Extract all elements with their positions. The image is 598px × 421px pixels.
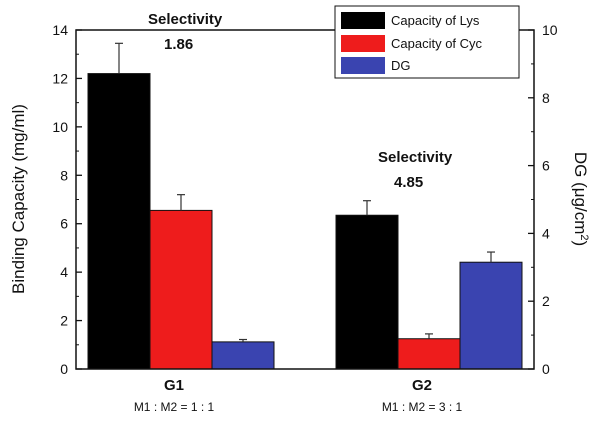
y-tick-label: 2 <box>60 313 68 329</box>
legend: Capacity of Lys Capacity of Cyc DG <box>334 5 520 79</box>
y-tick-label: 10 <box>52 119 68 135</box>
bar-g2-series-1 <box>397 338 461 370</box>
annotation-g2-title: Selectivity <box>378 149 453 166</box>
y2-axis-title-main: DG ( <box>571 152 590 188</box>
group-label-g1: G1 <box>164 377 184 394</box>
y2-tick-label: 10 <box>542 22 558 38</box>
y2-tick-label: 2 <box>542 293 550 309</box>
y-tick-label: 0 <box>60 361 68 377</box>
annotation-g1-value: 1.86 <box>164 36 193 53</box>
y2-axis-title-unit: μg/cm <box>571 188 590 235</box>
y2-tick-label: 4 <box>542 225 550 241</box>
axis-ticks: 0 2 4 6 8 10 12 14 0 2 4 6 8 10 <box>52 22 557 377</box>
y-tick-label: 8 <box>60 167 68 183</box>
bar-g1-series-1 <box>149 209 213 370</box>
y2-tick-label: 0 <box>542 361 550 377</box>
bar-g2-series-2 <box>459 261 523 370</box>
y-axis-title: Binding Capacity (mg/ml) <box>9 104 28 294</box>
group-sublabel-g1: M1 : M2 = 1 : 1 <box>134 400 215 414</box>
y2-axis-title-close: ) <box>571 240 590 246</box>
legend-swatch-dg <box>341 57 385 74</box>
y2-tick-label: 6 <box>542 158 550 174</box>
y2-tick-label: 8 <box>542 90 550 106</box>
y2-axis-title-sup: 2 <box>578 234 590 240</box>
bars <box>87 73 523 370</box>
group-label-g2: G2 <box>412 377 432 394</box>
y2-axis-title: DG (μg/cm2) <box>571 152 590 246</box>
annotation-g1-title: Selectivity <box>148 11 223 28</box>
legend-swatch-lys <box>341 12 385 29</box>
y-tick-label: 14 <box>52 22 68 38</box>
y-tick-label: 6 <box>60 216 68 232</box>
annotation-g2-value: 4.85 <box>394 174 423 191</box>
plot-frame <box>75 29 535 370</box>
y-tick-label: 4 <box>60 264 68 280</box>
legend-label-lys: Capacity of Lys <box>391 13 480 28</box>
legend-label-cyc: Capacity of Cyc <box>391 36 483 51</box>
y-tick-label: 12 <box>52 70 68 86</box>
bar-g1-series-0 <box>87 73 151 370</box>
bar-g1-series-2 <box>211 341 275 370</box>
bar-g2-series-0 <box>335 214 399 370</box>
error-bars <box>115 42 495 342</box>
legend-swatch-cyc <box>341 35 385 52</box>
group-sublabel-g2: M1 : M2 = 3 : 1 <box>382 400 463 414</box>
legend-label-dg: DG <box>391 58 411 73</box>
